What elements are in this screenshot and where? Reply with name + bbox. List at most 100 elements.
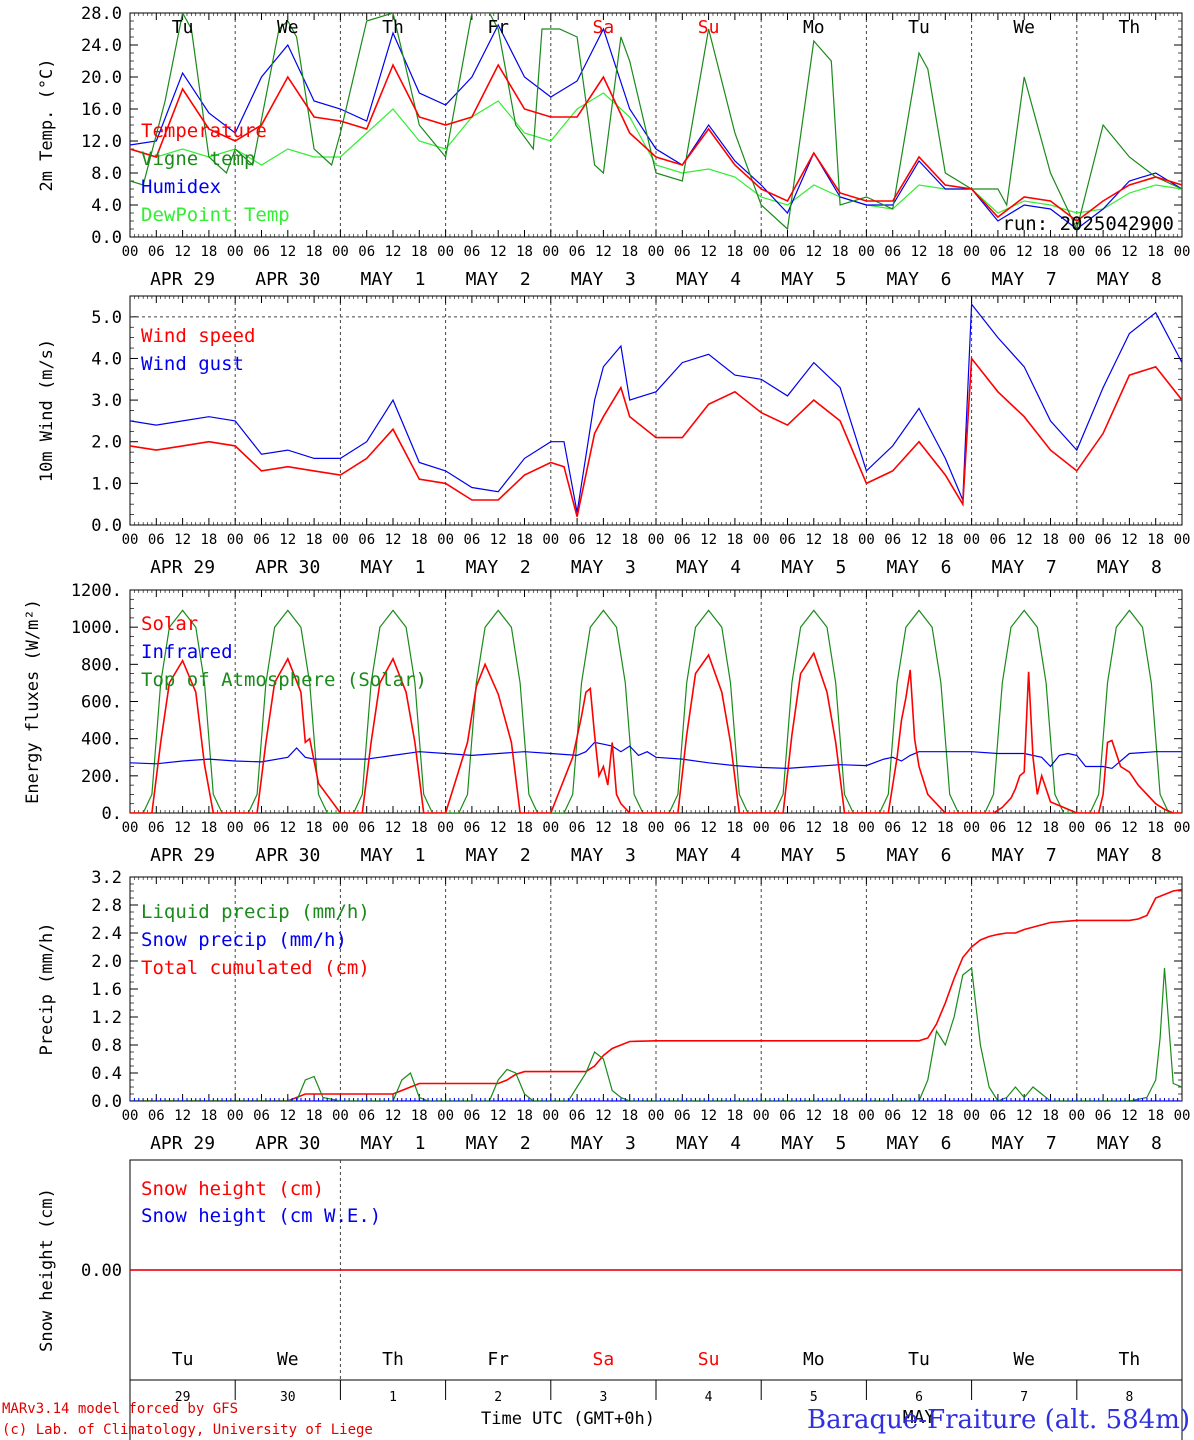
hour-tick-label: 00 <box>122 820 139 836</box>
series-line-wind-gust <box>130 302 1182 513</box>
hour-tick-label: 00 <box>542 244 559 260</box>
hour-tick-label: 00 <box>227 244 244 260</box>
hour-tick-label: 18 <box>621 532 638 548</box>
hour-tick-label: 12 <box>279 820 296 836</box>
hour-tick-label: 06 <box>1095 244 1112 260</box>
date-label: MAY 2 <box>466 557 531 578</box>
hour-tick-label: 12 <box>595 532 612 548</box>
day-name: Tu <box>908 17 930 38</box>
hour-tick-label: 06 <box>989 532 1006 548</box>
date-label: MAY 4 <box>676 845 741 866</box>
y-tick-label: 600. <box>81 693 122 713</box>
hour-tick-label: 00 <box>1068 532 1085 548</box>
date-label: MAY 3 <box>571 1133 636 1154</box>
hour-tick-label: 06 <box>358 820 375 836</box>
legend-entry: DewPoint Temp <box>141 204 290 226</box>
hour-tick-label: 00 <box>963 532 980 548</box>
hour-tick-label: 00 <box>963 244 980 260</box>
hour-tick-label: 18 <box>411 244 428 260</box>
hour-tick-label: 12 <box>385 820 402 836</box>
day-number: 1 <box>389 1390 397 1405</box>
day-name: We <box>1013 1349 1035 1370</box>
y-tick-label: 8.0 <box>91 164 122 184</box>
legend-entry: Solar <box>141 613 198 635</box>
hour-tick-label: 18 <box>832 244 849 260</box>
panel-3: 00 06 12 18 00 06 12 18 00 06 12 18 00 06 12 18 00 06 12 18… <box>23 581 1190 866</box>
hour-tick-label: 18 <box>1147 532 1164 548</box>
series-line-infrared <box>130 741 1182 770</box>
hour-tick-label: 18 <box>937 532 954 548</box>
series-line-top-of-atmosphere-solar- <box>130 609 1182 813</box>
hour-tick-label: 06 <box>253 532 270 548</box>
y-tick-label: 800. <box>81 655 122 675</box>
date-label: APR 30 <box>255 269 320 290</box>
hour-tick-label: 06 <box>884 244 901 260</box>
y-tick-label: 0. <box>102 804 122 824</box>
hour-tick-label: 12 <box>700 532 717 548</box>
hour-tick-label: 06 <box>463 1108 480 1124</box>
date-label: MAY 7 <box>992 1133 1057 1154</box>
hour-tick-label: 06 <box>463 820 480 836</box>
y-tick-label: 4.0 <box>91 196 122 216</box>
hour-tick-label: 00 <box>1174 532 1191 548</box>
hour-tick-label: 06 <box>1095 532 1112 548</box>
y-tick-label: 2.0 <box>91 952 122 972</box>
hour-tick-label: 18 <box>726 532 743 548</box>
hour-tick-label: 06 <box>989 820 1006 836</box>
date-label: MAY 3 <box>571 269 636 290</box>
hour-tick-label: 06 <box>674 244 691 260</box>
hour-tick-label: 12 <box>174 244 191 260</box>
hour-tick-label: 00 <box>542 1108 559 1124</box>
hour-tick-label: 00 <box>1174 1108 1191 1124</box>
y-tick-label: 0.0 <box>91 1092 122 1112</box>
hour-tick-label: 06 <box>358 1108 375 1124</box>
legend-entry: Wind gust <box>141 353 244 375</box>
month-label: MAY <box>903 1407 936 1428</box>
date-label: APR 30 <box>255 845 320 866</box>
hour-tick-label: 18 <box>516 820 533 836</box>
date-label: MAY 6 <box>886 845 951 866</box>
hour-tick-label: 00 <box>1068 1108 1085 1124</box>
hour-tick-label: 18 <box>621 244 638 260</box>
date-label: MAY 1 <box>360 1133 425 1154</box>
day-name: Tu <box>908 1349 930 1370</box>
hour-tick-label: 06 <box>148 244 165 260</box>
hour-tick-label: 06 <box>569 244 586 260</box>
date-label: MAY 8 <box>1097 269 1162 290</box>
legend-entry: Vigne temp <box>141 148 255 170</box>
hour-tick-label: 18 <box>937 1108 954 1124</box>
date-label: MAY 5 <box>781 845 846 866</box>
legend-entry: Infrared <box>141 641 233 663</box>
hour-tick-label: 06 <box>253 820 270 836</box>
date-label: APR 29 <box>150 557 215 578</box>
y-axis-label: 2m Temp. (°C) <box>37 58 57 191</box>
hour-tick-label: 18 <box>306 1108 323 1124</box>
date-label: MAY 8 <box>1097 845 1162 866</box>
hour-tick-label: 12 <box>805 532 822 548</box>
y-tick-label: 2.0 <box>91 433 122 453</box>
y-axis-label: Snow height (cm) <box>37 1188 57 1352</box>
y-tick-label: 20.0 <box>81 68 122 88</box>
series-line-humidex <box>130 23 1182 230</box>
panel-5: 0.00 Snow height (cm) Snow height (cm) Snow… <box>37 1159 1183 1440</box>
hour-tick-label: 18 <box>726 244 743 260</box>
hour-tick-label: 00 <box>122 244 139 260</box>
date-label: MAY 1 <box>360 269 425 290</box>
y-tick-label: 1.2 <box>91 1008 122 1028</box>
hour-tick-label: 00 <box>648 820 665 836</box>
hour-tick-label: 00 <box>963 820 980 836</box>
hour-tick-label: 12 <box>490 244 507 260</box>
hour-tick-label: 06 <box>463 532 480 548</box>
hour-tick-label: 18 <box>516 1108 533 1124</box>
hour-tick-label: 18 <box>832 532 849 548</box>
hour-tick-label: 18 <box>411 1108 428 1124</box>
hour-tick-label: 06 <box>148 820 165 836</box>
y-tick-label: 2.8 <box>91 896 122 916</box>
date-label: APR 29 <box>150 1133 215 1154</box>
date-label: MAY 6 <box>886 1133 951 1154</box>
hour-tick-label: 12 <box>911 244 928 260</box>
date-label: MAY 3 <box>571 557 636 578</box>
hour-tick-label: 00 <box>753 532 770 548</box>
hour-tick-label: 00 <box>648 244 665 260</box>
hour-tick-label: 00 <box>1068 244 1085 260</box>
